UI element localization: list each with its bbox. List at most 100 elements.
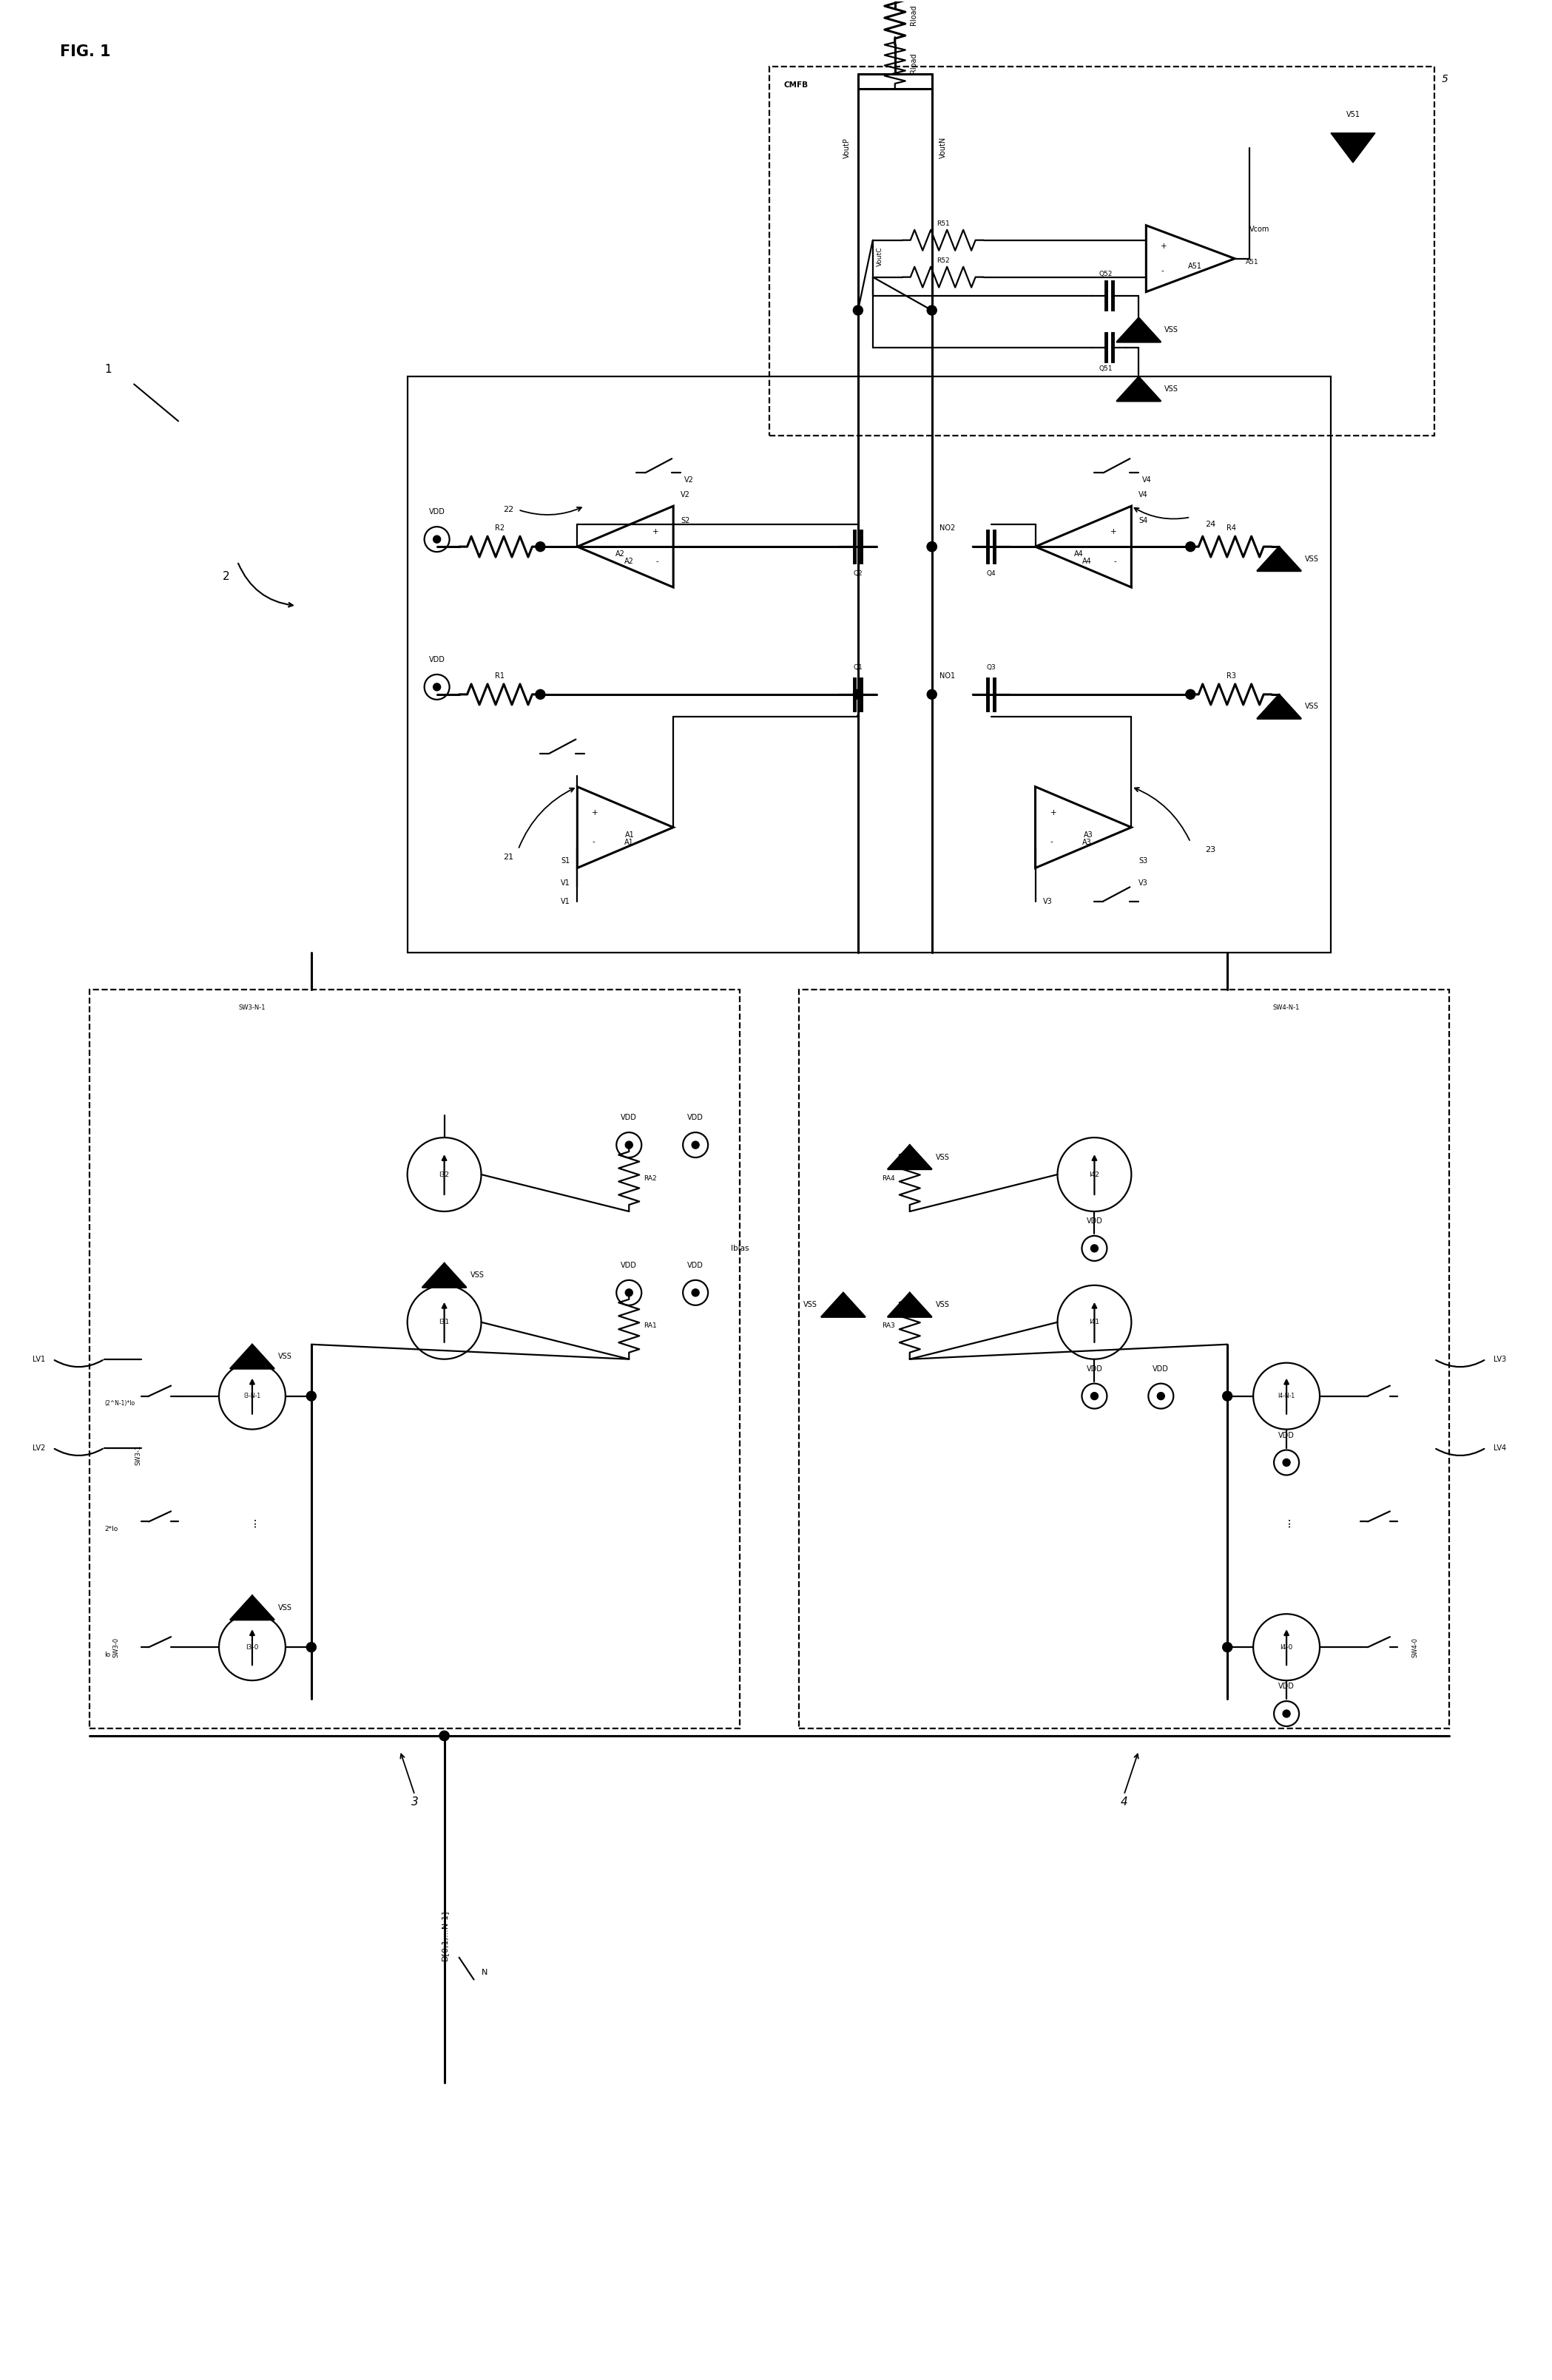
Circle shape bbox=[927, 690, 937, 700]
Circle shape bbox=[306, 1392, 317, 1402]
Circle shape bbox=[1223, 1392, 1232, 1402]
Circle shape bbox=[1091, 1392, 1099, 1399]
Text: NO1: NO1 bbox=[939, 671, 954, 681]
Text: CMFB: CMFB bbox=[784, 81, 809, 88]
Circle shape bbox=[927, 543, 937, 552]
Text: -: - bbox=[1161, 267, 1164, 274]
Text: V4: V4 bbox=[1142, 476, 1152, 483]
Text: R51: R51 bbox=[936, 221, 950, 226]
Text: 4: 4 bbox=[1121, 1797, 1128, 1809]
Text: A2: A2 bbox=[624, 557, 633, 564]
Circle shape bbox=[692, 1142, 698, 1150]
Text: RA4: RA4 bbox=[882, 1176, 896, 1180]
Text: I41: I41 bbox=[1090, 1319, 1099, 1326]
Circle shape bbox=[306, 1642, 317, 1652]
Polygon shape bbox=[888, 1292, 931, 1316]
Text: V1: V1 bbox=[560, 878, 570, 885]
Text: A4: A4 bbox=[1082, 557, 1091, 564]
Text: I3-0: I3-0 bbox=[245, 1645, 259, 1649]
Text: V3: V3 bbox=[1139, 878, 1148, 885]
Circle shape bbox=[927, 543, 937, 552]
Text: -: - bbox=[1114, 557, 1116, 564]
Text: LV2: LV2 bbox=[33, 1445, 45, 1452]
Text: SW4-0: SW4-0 bbox=[1412, 1637, 1419, 1656]
Circle shape bbox=[433, 683, 441, 690]
Text: I42: I42 bbox=[1090, 1171, 1099, 1178]
Text: Q2: Q2 bbox=[854, 571, 863, 576]
Polygon shape bbox=[230, 1595, 275, 1621]
Text: VSS: VSS bbox=[278, 1604, 292, 1611]
Text: VoutN: VoutN bbox=[939, 138, 947, 159]
Text: RA2: RA2 bbox=[644, 1176, 656, 1180]
Text: VDD: VDD bbox=[688, 1114, 703, 1121]
Text: Q1: Q1 bbox=[854, 664, 863, 671]
Text: VSS: VSS bbox=[278, 1352, 292, 1361]
Text: V4: V4 bbox=[1139, 490, 1148, 500]
Text: A4: A4 bbox=[1074, 550, 1083, 557]
Text: +: + bbox=[1051, 809, 1057, 816]
Text: I4-N-1: I4-N-1 bbox=[1277, 1392, 1294, 1399]
Text: A2: A2 bbox=[616, 550, 625, 557]
Text: SW4-N-1: SW4-N-1 bbox=[1273, 1004, 1301, 1011]
Text: VSS: VSS bbox=[1305, 555, 1319, 562]
Circle shape bbox=[535, 543, 545, 552]
Bar bbox=[90, 990, 740, 1728]
Text: VDD: VDD bbox=[621, 1114, 636, 1121]
Text: VDD: VDD bbox=[1279, 1683, 1294, 1690]
Text: FIG. 1: FIG. 1 bbox=[61, 45, 110, 60]
Text: -: - bbox=[591, 838, 594, 845]
Text: V51: V51 bbox=[1346, 112, 1360, 119]
Text: R52: R52 bbox=[936, 257, 950, 264]
Text: I32: I32 bbox=[439, 1171, 450, 1178]
Text: VSS: VSS bbox=[470, 1271, 484, 1278]
Text: V2: V2 bbox=[684, 476, 694, 483]
Text: VSS: VSS bbox=[1305, 702, 1319, 709]
Text: A3: A3 bbox=[1083, 831, 1093, 838]
Text: 2: 2 bbox=[222, 571, 230, 581]
Polygon shape bbox=[1330, 133, 1375, 162]
Circle shape bbox=[927, 305, 937, 314]
Text: VDD: VDD bbox=[1086, 1366, 1102, 1373]
Text: SW3-N-1: SW3-N-1 bbox=[239, 1004, 265, 1011]
Text: A51: A51 bbox=[1246, 259, 1259, 267]
Circle shape bbox=[535, 690, 545, 700]
Text: R3: R3 bbox=[1226, 671, 1235, 681]
Text: VDD: VDD bbox=[1153, 1366, 1169, 1373]
Text: V3: V3 bbox=[1043, 897, 1052, 904]
Text: +: + bbox=[591, 809, 599, 816]
Text: VSS: VSS bbox=[936, 1302, 950, 1309]
Text: I31: I31 bbox=[439, 1319, 450, 1326]
Text: VDD: VDD bbox=[1279, 1430, 1294, 1440]
Text: 22: 22 bbox=[503, 507, 514, 514]
Polygon shape bbox=[230, 1345, 275, 1368]
Text: 23: 23 bbox=[1206, 845, 1215, 852]
Circle shape bbox=[1158, 1392, 1164, 1399]
Text: VSS: VSS bbox=[1164, 386, 1178, 393]
Text: VDD: VDD bbox=[688, 1261, 703, 1269]
Text: Ibias: Ibias bbox=[731, 1245, 750, 1252]
Text: VDD: VDD bbox=[621, 1261, 636, 1269]
Text: S2: S2 bbox=[681, 516, 689, 524]
Text: LV3: LV3 bbox=[1493, 1357, 1505, 1364]
Text: -: - bbox=[1051, 838, 1052, 845]
Text: VDD: VDD bbox=[428, 509, 445, 516]
Text: VDD: VDD bbox=[428, 657, 445, 664]
Circle shape bbox=[1223, 1642, 1232, 1652]
Text: S1: S1 bbox=[560, 857, 570, 864]
Text: A1: A1 bbox=[625, 831, 635, 838]
Circle shape bbox=[625, 1142, 633, 1150]
Circle shape bbox=[1284, 1709, 1290, 1718]
Text: +: + bbox=[652, 528, 658, 536]
Circle shape bbox=[433, 536, 441, 543]
Text: RA3: RA3 bbox=[882, 1323, 896, 1330]
Text: I3-N-1: I3-N-1 bbox=[244, 1392, 261, 1399]
Text: SW3-0: SW3-0 bbox=[113, 1637, 120, 1656]
Circle shape bbox=[625, 1290, 633, 1297]
Text: SW3-1: SW3-1 bbox=[135, 1445, 141, 1466]
Text: LV4: LV4 bbox=[1493, 1445, 1505, 1452]
Text: 5: 5 bbox=[1442, 74, 1448, 83]
Text: 24: 24 bbox=[1206, 521, 1215, 528]
Text: +: + bbox=[1110, 528, 1116, 536]
Text: ...: ... bbox=[1280, 1516, 1293, 1528]
Text: A51: A51 bbox=[1187, 262, 1201, 269]
